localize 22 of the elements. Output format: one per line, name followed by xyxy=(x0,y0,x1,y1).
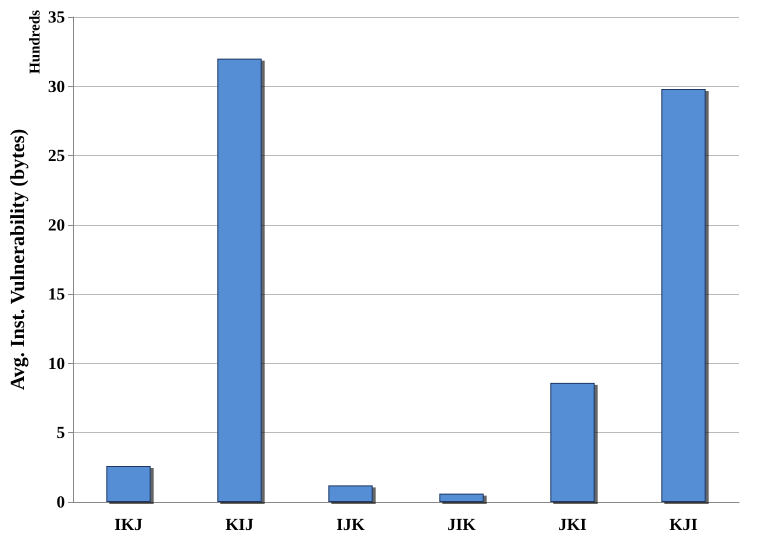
x-tick-label: JIK xyxy=(447,515,476,534)
y-tick-label: 35 xyxy=(48,8,65,26)
y-tick-label: 0 xyxy=(56,492,65,512)
bar xyxy=(439,494,484,502)
bar xyxy=(106,466,151,502)
y-tick-label: 15 xyxy=(48,284,65,304)
bar xyxy=(550,382,595,502)
bar xyxy=(661,89,706,502)
y-axis-title: Avg. Inst. Vulnerability (bytes) xyxy=(7,128,29,390)
y-tick-label: 5 xyxy=(56,423,65,442)
y-tick-label: 30 xyxy=(48,76,65,96)
x-tick-label: KIJ xyxy=(225,515,254,534)
y-tick-label: 25 xyxy=(48,146,65,166)
bar xyxy=(217,58,262,502)
x-tick-label: JKI xyxy=(558,515,588,534)
x-tick-label: IKJ xyxy=(114,515,144,534)
text: Hundreds xyxy=(28,10,44,74)
x-tick-label: IJK xyxy=(336,515,366,534)
y-tick-label: 10 xyxy=(48,354,65,373)
y-tick-label: 20 xyxy=(48,215,65,234)
x-tick-label: KJI xyxy=(669,515,698,534)
bar xyxy=(328,485,373,502)
